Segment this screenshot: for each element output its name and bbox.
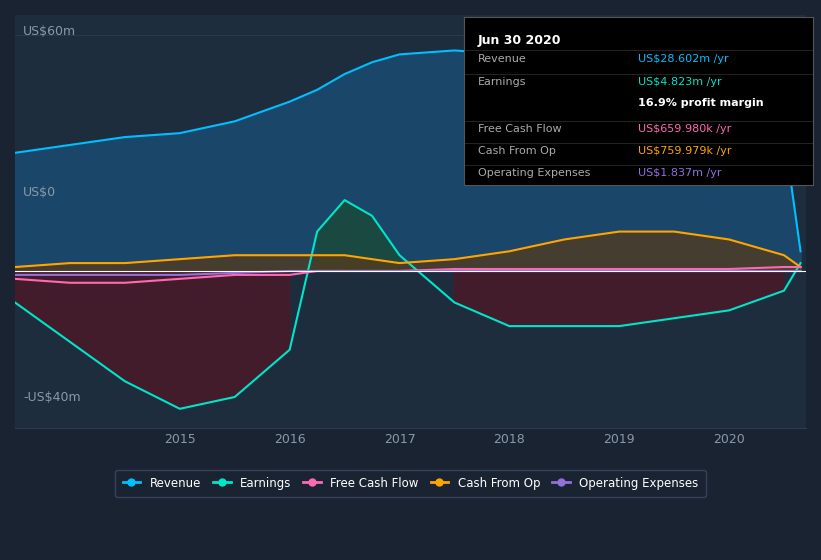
Text: US$4.823m /yr: US$4.823m /yr (639, 77, 722, 87)
Text: Earnings: Earnings (478, 77, 526, 87)
Text: Free Cash Flow: Free Cash Flow (478, 124, 562, 134)
Text: US$60m: US$60m (23, 25, 76, 38)
Text: Operating Expenses: Operating Expenses (478, 168, 590, 178)
Text: Revenue: Revenue (478, 54, 526, 64)
Text: Jun 30 2020: Jun 30 2020 (478, 34, 562, 46)
Legend: Revenue, Earnings, Free Cash Flow, Cash From Op, Operating Expenses: Revenue, Earnings, Free Cash Flow, Cash … (116, 470, 705, 497)
Text: US$1.837m /yr: US$1.837m /yr (639, 168, 722, 178)
Text: US$659.980k /yr: US$659.980k /yr (639, 124, 732, 134)
Text: -US$40m: -US$40m (23, 391, 80, 404)
Text: US$28.602m /yr: US$28.602m /yr (639, 54, 729, 64)
Text: US$759.979k /yr: US$759.979k /yr (639, 146, 732, 156)
Text: 16.9% profit margin: 16.9% profit margin (639, 97, 764, 108)
Text: US$0: US$0 (23, 186, 56, 199)
Text: Cash From Op: Cash From Op (478, 146, 556, 156)
